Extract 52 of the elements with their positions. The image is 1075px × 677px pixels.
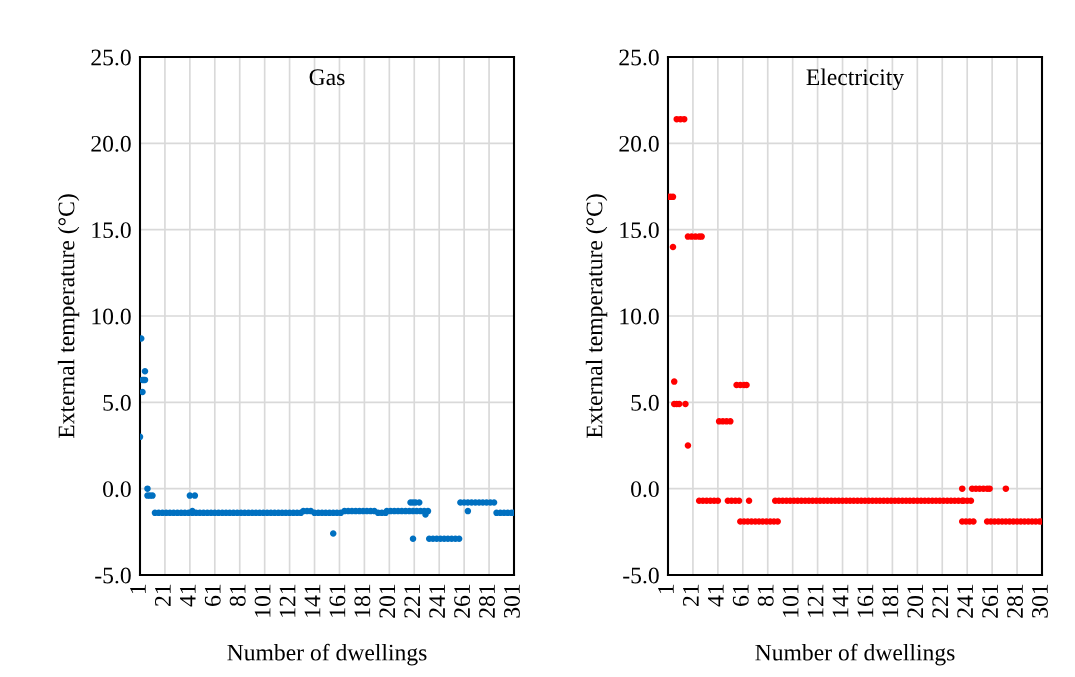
x-axis-title: Number of dwellings	[227, 643, 427, 666]
x-tick-label: 161	[329, 584, 346, 617]
y-tick-label: 0.0	[103, 481, 131, 498]
x-tick-label: 121	[807, 584, 824, 617]
x-tick-label: 61	[732, 584, 749, 606]
x-tick-label: 301	[1031, 584, 1048, 618]
x-tick-label: 41	[707, 584, 724, 607]
y-tick-label: 15.0	[92, 222, 131, 239]
x-tick-label: 201	[907, 584, 924, 618]
x-tick-label: 101	[782, 584, 799, 617]
x-tick-label: 21	[682, 584, 699, 606]
y-tick-label: 10.0	[620, 308, 659, 325]
x-tick-label: 161	[857, 584, 874, 617]
y-tick-label: 5.0	[103, 394, 131, 411]
y-tick-label: 20.0	[91, 135, 131, 152]
y-axis-title: External temperature (°C)	[585, 194, 608, 439]
x-tick-label: 241	[429, 584, 445, 618]
x-tick-label: 221	[932, 584, 948, 618]
x-tick-label: 21	[154, 584, 171, 606]
x-tick-label: 201	[379, 584, 396, 618]
y-tick-label: 25.0	[619, 49, 659, 66]
x-tick-label: 1	[130, 584, 146, 594]
x-tick-label: 301	[503, 584, 520, 618]
chart-title: Gas	[309, 69, 345, 86]
x-tick-label: 241	[957, 584, 973, 618]
x-tick-label: 281	[1007, 584, 1023, 618]
x-tick-label: 141	[304, 584, 321, 617]
x-tick-label: 141	[832, 584, 849, 617]
x-tick-label: 121	[279, 584, 296, 617]
x-tick-label: 81	[757, 584, 774, 607]
y-tick-label: 15.0	[620, 222, 659, 239]
x-tick-label: 61	[204, 584, 221, 606]
x-tick-label: 261	[982, 584, 999, 618]
x-tick-label: 1	[658, 584, 674, 594]
y-tick-label: 10.0	[92, 308, 131, 325]
y-tick-label: 5.0	[631, 394, 659, 411]
y-tick-label: -5.0	[95, 567, 131, 584]
y-tick-label: 20.0	[619, 135, 659, 152]
y-tick-label: -5.0	[623, 567, 659, 584]
x-tick-label: 181	[882, 584, 899, 617]
x-tick-label: 281	[479, 584, 495, 618]
x-tick-label: 181	[354, 584, 371, 617]
y-tick-label: 25.0	[91, 49, 131, 66]
x-tick-label: 41	[179, 584, 196, 607]
x-tick-label: 101	[254, 584, 271, 617]
chart-title: Electricity	[806, 68, 905, 91]
x-axis-title: Number of dwellings	[755, 643, 955, 666]
x-tick-label: 81	[229, 584, 246, 607]
x-tick-label: 261	[454, 584, 471, 618]
x-tick-label: 221	[404, 584, 420, 618]
y-axis-title: External temperature (°C)	[57, 194, 80, 439]
y-tick-label: 0.0	[631, 481, 659, 498]
